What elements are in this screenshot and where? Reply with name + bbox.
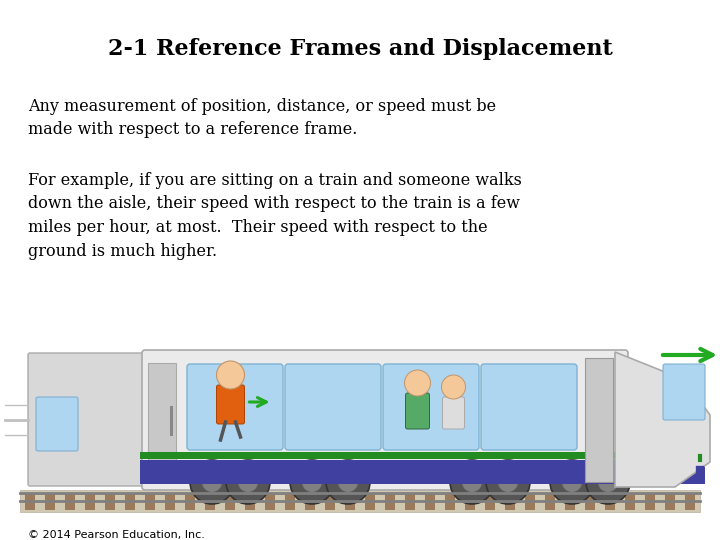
Bar — [505, 494, 515, 510]
Bar — [285, 494, 295, 510]
Bar — [195, 467, 265, 487]
Circle shape — [441, 375, 466, 399]
Bar — [345, 494, 355, 510]
FancyBboxPatch shape — [383, 364, 479, 450]
Circle shape — [190, 460, 234, 504]
Circle shape — [302, 472, 322, 492]
Circle shape — [226, 460, 270, 504]
Bar — [565, 494, 575, 510]
Bar — [85, 494, 95, 510]
Circle shape — [450, 460, 494, 504]
Bar — [365, 494, 375, 510]
Bar — [65, 494, 75, 510]
Circle shape — [462, 472, 482, 492]
Bar — [140, 452, 705, 459]
Bar — [545, 494, 555, 510]
FancyBboxPatch shape — [481, 364, 577, 450]
Bar — [525, 494, 535, 510]
Bar — [105, 494, 115, 510]
Circle shape — [202, 472, 222, 492]
Circle shape — [338, 472, 358, 492]
Bar — [140, 460, 705, 484]
Circle shape — [562, 472, 582, 492]
Bar — [445, 494, 455, 510]
Circle shape — [290, 460, 334, 504]
Bar — [605, 494, 615, 510]
Bar — [555, 467, 625, 487]
Bar — [485, 494, 495, 510]
FancyBboxPatch shape — [663, 364, 705, 420]
Circle shape — [326, 460, 370, 504]
Text: For example, if you are sitting on a train and someone walks
down the aisle, the: For example, if you are sitting on a tra… — [28, 172, 522, 260]
Bar — [625, 494, 635, 510]
FancyBboxPatch shape — [217, 385, 245, 424]
Circle shape — [405, 370, 431, 396]
Bar — [685, 494, 695, 510]
Bar — [265, 494, 275, 510]
Bar — [148, 363, 176, 480]
Bar — [385, 494, 395, 510]
Text: © 2014 Pearson Education, Inc.: © 2014 Pearson Education, Inc. — [28, 530, 205, 540]
Bar — [465, 494, 475, 510]
Circle shape — [550, 460, 594, 504]
Bar — [645, 494, 655, 510]
Circle shape — [598, 472, 618, 492]
Circle shape — [498, 472, 518, 492]
Bar — [165, 494, 175, 510]
Circle shape — [238, 472, 258, 492]
Polygon shape — [615, 352, 710, 487]
Bar — [145, 494, 155, 510]
Text: 2-1 Reference Frames and Displacement: 2-1 Reference Frames and Displacement — [107, 38, 613, 60]
Bar — [585, 494, 595, 510]
Bar — [405, 494, 415, 510]
Bar — [45, 494, 55, 510]
FancyBboxPatch shape — [36, 397, 78, 451]
Bar — [205, 494, 215, 510]
FancyBboxPatch shape — [187, 364, 283, 450]
Bar — [225, 494, 235, 510]
FancyBboxPatch shape — [405, 393, 430, 429]
FancyBboxPatch shape — [443, 397, 464, 429]
Circle shape — [217, 361, 245, 389]
FancyBboxPatch shape — [285, 364, 381, 450]
Bar — [425, 494, 435, 510]
FancyBboxPatch shape — [142, 350, 628, 490]
Circle shape — [586, 460, 630, 504]
Bar — [125, 494, 135, 510]
Bar — [170, 406, 173, 436]
Bar — [585, 358, 613, 482]
Bar — [305, 494, 315, 510]
Bar — [245, 494, 255, 510]
Bar — [25, 494, 35, 510]
Text: Any measurement of position, distance, or speed must be
made with respect to a r: Any measurement of position, distance, o… — [28, 98, 496, 138]
Circle shape — [486, 460, 530, 504]
Bar — [455, 467, 525, 487]
Bar — [295, 467, 365, 487]
Bar — [665, 494, 675, 510]
Bar — [185, 494, 195, 510]
FancyBboxPatch shape — [28, 353, 147, 486]
Bar — [20, 490, 700, 512]
Bar — [325, 494, 335, 510]
